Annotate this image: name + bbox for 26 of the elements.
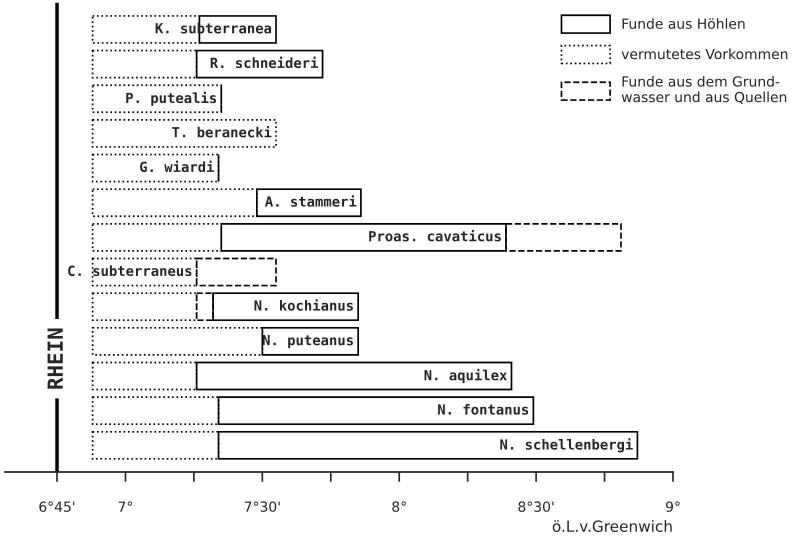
x-tick-label: 7°30' — [244, 501, 280, 512]
y-tick-label: N. aquilex — [424, 368, 507, 384]
x-axis-title: ö.L.v.Greenwich — [552, 520, 672, 532]
y-tick-label: N. kochianus — [254, 299, 353, 311]
y-tick-label: G. wiardi — [140, 160, 214, 172]
x-tick-label: 8°30' — [518, 501, 554, 512]
x-tick-label: 8° — [392, 501, 406, 512]
legend-label: vermutetes Vorkommen — [622, 48, 788, 60]
y-tick-label: N. fontanus — [438, 404, 528, 415]
y-tick-label: Proas. cavaticus — [369, 230, 501, 242]
x-tick-label: 6°45' — [39, 501, 74, 512]
x-tick-label: 7° — [118, 501, 132, 512]
y-tick-label: R. schneideri — [210, 56, 318, 68]
legend-label: Funde aus dem Grund- wasser und aus Quellen — [622, 76, 786, 104]
x-tick-label: 9° — [666, 501, 680, 512]
bar — [92, 154, 220, 182]
legend-label: Funde aus Höhlen — [622, 18, 745, 29]
y-tick-label: T. beranecki — [172, 126, 272, 138]
y-tick-label: C. subterraneus — [68, 265, 192, 276]
bar — [92, 119, 277, 148]
y-tick-label: N. schellenbergi — [500, 438, 633, 452]
y-tick-label: P. putealis — [126, 92, 216, 106]
bar — [256, 188, 362, 218]
bar — [92, 84, 222, 114]
ref-line-label: RHEIN — [48, 328, 63, 389]
y-tick-label: A. stammeri — [265, 195, 356, 207]
